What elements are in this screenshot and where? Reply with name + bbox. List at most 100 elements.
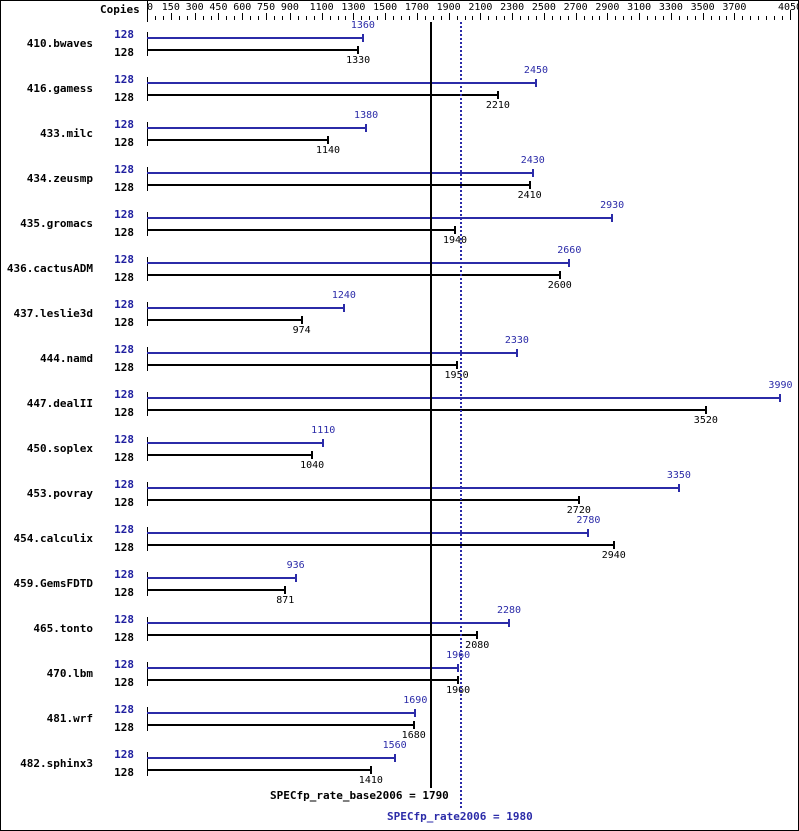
axis-tick — [330, 16, 331, 20]
benchmark-label: 436.cactusADM — [6, 262, 93, 275]
row-axis — [147, 392, 148, 416]
base-bar — [147, 409, 706, 411]
axis-tick — [782, 16, 783, 20]
base-bar-cap — [311, 451, 314, 459]
axis-tick — [345, 16, 346, 20]
peak-value-label: 1690 — [403, 695, 428, 706]
benchmark-label: 437.leslie3d — [13, 307, 93, 320]
base-bar — [147, 499, 579, 501]
axis-tick-label: 900 — [280, 2, 299, 13]
base-copies: 128 — [114, 721, 134, 734]
peak-copies: 128 — [114, 208, 134, 221]
base-value-label: 2940 — [601, 550, 626, 561]
axis-tick — [599, 16, 600, 20]
peak-value-label: 1240 — [331, 290, 356, 301]
row-axis — [147, 32, 148, 56]
base-value-label: 2720 — [566, 505, 591, 516]
peak-bar-cap — [587, 529, 590, 537]
axis-tick — [417, 13, 418, 20]
base-bar-cap — [528, 181, 531, 189]
base-value-label: 1680 — [401, 730, 426, 741]
base-copies: 128 — [114, 766, 134, 779]
base-value-label: 1040 — [300, 460, 325, 471]
benchmark-label: 447.dealII — [26, 397, 93, 410]
peak-bar — [147, 172, 533, 174]
peak-bar-cap — [531, 169, 534, 177]
base-value-label: 974 — [292, 325, 311, 336]
peak-bar-cap — [365, 124, 368, 132]
axis-tick — [298, 16, 299, 20]
benchmark-label: 416.gamess — [26, 82, 93, 95]
row-axis — [147, 77, 148, 101]
base-copies: 128 — [114, 226, 134, 239]
axis-tick — [203, 16, 204, 20]
base-bar — [147, 94, 498, 96]
base-bar — [147, 319, 302, 321]
axis-tick-label: 3300 — [658, 2, 683, 13]
row-axis — [147, 752, 148, 776]
benchmark-label: 459.GemsFDTD — [13, 577, 93, 590]
peak-bar — [147, 712, 416, 714]
peak-bar-cap — [322, 439, 325, 447]
axis-tick — [338, 16, 339, 20]
axis-tick — [433, 16, 434, 20]
base-copies: 128 — [114, 271, 134, 284]
axis-tick — [250, 16, 251, 20]
benchmark-label: 482.sphinx3 — [20, 757, 93, 770]
axis-tick — [306, 16, 307, 20]
row-axis — [147, 437, 148, 461]
peak-reference-line — [460, 22, 463, 808]
base-bar — [147, 769, 371, 771]
peak-value-label: 1380 — [354, 110, 379, 121]
base-bar — [147, 364, 457, 366]
base-value-label: 3520 — [693, 415, 718, 426]
base-bar — [147, 49, 359, 51]
axis-tick-label: 450 — [209, 2, 228, 13]
axis-tick — [734, 13, 735, 20]
axis-tick — [314, 16, 315, 20]
axis-tick — [639, 13, 640, 20]
axis-tick-label: 750 — [257, 2, 276, 13]
axis-tick — [282, 16, 283, 20]
peak-value-label: 1360 — [350, 20, 375, 31]
axis-tick — [576, 13, 577, 20]
peak-value-label: 2280 — [496, 605, 522, 616]
peak-bar — [147, 442, 324, 444]
peak-copies: 128 — [114, 253, 134, 266]
axis-tick — [750, 16, 751, 20]
peak-bar-cap — [515, 349, 518, 357]
peak-bar-cap — [414, 709, 417, 717]
base-value-label: 2080 — [465, 640, 490, 651]
axis-tick — [504, 16, 505, 20]
axis-tick — [568, 16, 569, 20]
axis-tick — [592, 16, 593, 20]
peak-copies: 128 — [114, 523, 134, 536]
base-value-label: 1330 — [346, 55, 371, 66]
axis-tick — [409, 16, 410, 20]
base-copies: 128 — [114, 316, 134, 329]
peak-copies: 128 — [114, 568, 134, 581]
row-axis — [147, 167, 148, 191]
base-value-label: 1960 — [446, 685, 471, 696]
axis-tick — [480, 13, 481, 20]
base-bar — [147, 274, 560, 276]
base-bar-cap — [476, 631, 479, 639]
base-copies: 128 — [114, 541, 134, 554]
axis-tick — [211, 16, 212, 20]
row-axis — [147, 122, 148, 146]
peak-value-label: 2330 — [504, 335, 529, 346]
peak-value-label: 1560 — [382, 740, 407, 751]
axis-tick-label: 300 — [185, 2, 204, 13]
axis-tick — [512, 13, 513, 20]
base-copies: 128 — [114, 676, 134, 689]
peak-copies: 128 — [114, 703, 134, 716]
peak-bar — [147, 667, 459, 669]
benchmark-label: 450.soplex — [26, 442, 93, 455]
axis-tick — [655, 16, 656, 20]
peak-bar — [147, 307, 344, 309]
axis-tick-label: 2700 — [563, 2, 588, 13]
peak-copies: 128 — [114, 613, 134, 626]
peak-bar-cap — [779, 394, 782, 402]
axis-tick — [179, 16, 180, 20]
axis-tick — [147, 13, 148, 20]
